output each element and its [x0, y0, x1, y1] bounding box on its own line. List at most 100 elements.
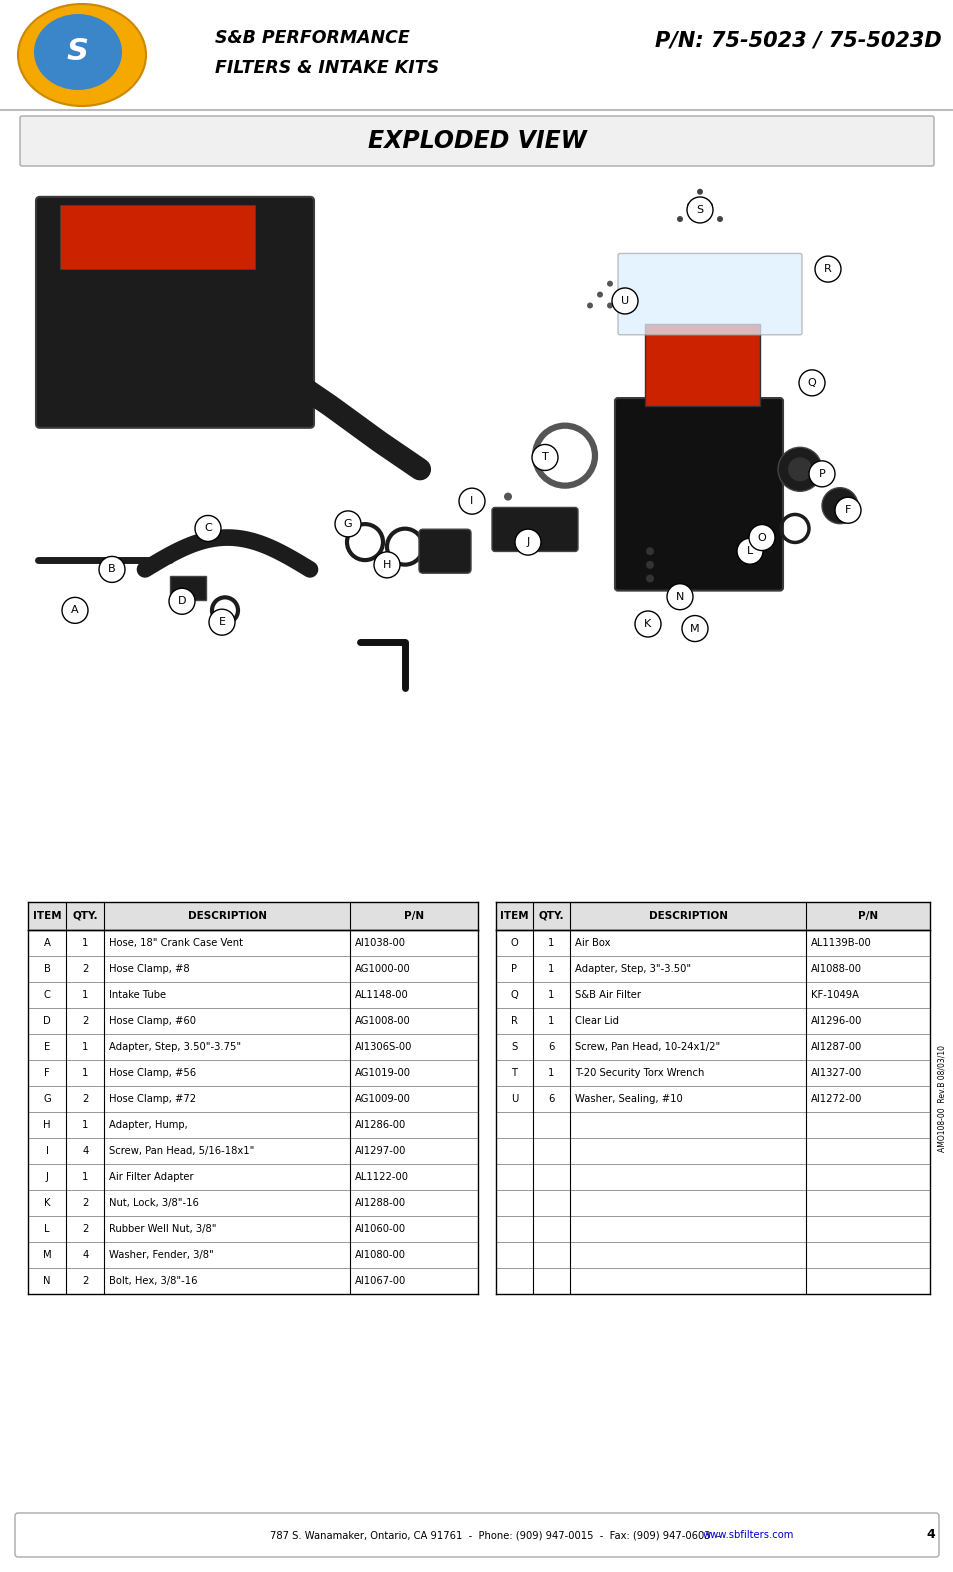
Text: DESCRIPTION: DESCRIPTION	[188, 912, 266, 921]
Text: 787 S. Wanamaker, Ontario, CA 91761  -  Phone: (909) 947-0015  -  Fax: (909) 947: 787 S. Wanamaker, Ontario, CA 91761 - Ph…	[270, 1530, 726, 1541]
Circle shape	[544, 435, 584, 476]
Circle shape	[645, 547, 654, 555]
Circle shape	[821, 487, 857, 523]
Text: Washer, Fender, 3/8": Washer, Fender, 3/8"	[110, 1250, 214, 1261]
Circle shape	[194, 516, 221, 541]
Text: AI1296-00: AI1296-00	[810, 1016, 862, 1027]
Text: M: M	[689, 624, 700, 634]
Text: Rubber Well Nut, 3/8": Rubber Well Nut, 3/8"	[110, 1225, 216, 1234]
Text: P/N: P/N	[403, 912, 423, 921]
Text: E: E	[218, 618, 225, 627]
Text: AI1287-00: AI1287-00	[810, 1042, 862, 1052]
Text: AMO108-00  Rev.B 08/03/10: AMO108-00 Rev.B 08/03/10	[937, 1044, 945, 1152]
Circle shape	[532, 445, 558, 470]
Text: AG1009-00: AG1009-00	[355, 1094, 410, 1104]
Text: C: C	[204, 523, 212, 533]
Text: www.sbfilters.com: www.sbfilters.com	[702, 1530, 794, 1541]
Text: AI1297-00: AI1297-00	[355, 1146, 406, 1155]
Circle shape	[706, 203, 712, 209]
FancyBboxPatch shape	[20, 116, 933, 167]
Text: AL1122-00: AL1122-00	[355, 1173, 408, 1182]
Text: J: J	[46, 1173, 49, 1182]
Text: K: K	[44, 1198, 51, 1207]
Bar	[496, 902, 929, 931]
Text: AI1088-00: AI1088-00	[810, 964, 862, 975]
Text: FILTERS & INTAKE KITS: FILTERS & INTAKE KITS	[214, 60, 438, 77]
Text: Washer, Sealing, #10: Washer, Sealing, #10	[574, 1094, 681, 1104]
Text: D: D	[43, 1016, 51, 1027]
Circle shape	[335, 511, 360, 538]
Circle shape	[808, 461, 834, 487]
Text: AI1288-00: AI1288-00	[355, 1198, 405, 1207]
Text: 1: 1	[82, 1119, 89, 1130]
Text: Bolt, Hex, 3/8"-16: Bolt, Hex, 3/8"-16	[110, 1276, 198, 1286]
Text: S&B PERFORMANCE: S&B PERFORMANCE	[214, 28, 410, 47]
Ellipse shape	[18, 5, 146, 105]
Text: T: T	[541, 453, 548, 462]
Circle shape	[169, 588, 194, 615]
Text: P/N: 75-5023 / 75-5023D: P/N: 75-5023 / 75-5023D	[655, 30, 941, 50]
Text: K: K	[643, 619, 651, 629]
Circle shape	[814, 256, 841, 281]
Text: Hose, 18" Crank Case Vent: Hose, 18" Crank Case Vent	[110, 938, 243, 948]
Circle shape	[216, 602, 233, 618]
Text: QTY.: QTY.	[72, 912, 98, 921]
Text: AI1286-00: AI1286-00	[355, 1119, 406, 1130]
Text: DESCRIPTION: DESCRIPTION	[648, 912, 727, 921]
Circle shape	[717, 215, 722, 222]
Text: F: F	[844, 505, 850, 516]
Text: 2: 2	[82, 1225, 89, 1234]
Text: Intake Tube: Intake Tube	[110, 990, 167, 1000]
Text: S: S	[67, 38, 89, 66]
Text: 1: 1	[548, 1067, 554, 1078]
Text: S: S	[511, 1042, 517, 1052]
Text: AI1080-00: AI1080-00	[355, 1250, 405, 1261]
Text: Nut, Lock, 3/8"-16: Nut, Lock, 3/8"-16	[110, 1198, 199, 1207]
Text: 4: 4	[925, 1528, 934, 1542]
Text: O: O	[757, 533, 765, 542]
Text: A: A	[71, 605, 79, 615]
Circle shape	[355, 531, 375, 552]
Text: 1: 1	[548, 1016, 554, 1027]
Circle shape	[606, 281, 613, 286]
Bar	[0, 170, 953, 898]
Text: N: N	[43, 1276, 51, 1286]
Text: S: S	[696, 204, 702, 215]
Text: T: T	[511, 1067, 517, 1078]
Text: I: I	[46, 1146, 49, 1155]
Text: 2: 2	[82, 1094, 89, 1104]
Circle shape	[374, 552, 399, 578]
Circle shape	[458, 489, 484, 514]
Bar	[28, 902, 477, 1294]
Text: AL1148-00: AL1148-00	[355, 990, 408, 1000]
Text: 2: 2	[82, 1016, 89, 1027]
Text: G: G	[343, 519, 352, 528]
Text: AG1008-00: AG1008-00	[355, 1016, 410, 1027]
Circle shape	[778, 448, 821, 492]
Circle shape	[645, 574, 654, 583]
Text: 2: 2	[82, 1276, 89, 1286]
Text: AI1067-00: AI1067-00	[355, 1276, 406, 1286]
Text: Hose Clamp, #60: Hose Clamp, #60	[110, 1016, 196, 1027]
Circle shape	[62, 597, 88, 624]
Text: Q: Q	[807, 377, 816, 388]
Text: S&B Air Filter: S&B Air Filter	[574, 990, 640, 1000]
Text: B: B	[44, 964, 51, 975]
Bar	[28, 902, 477, 931]
Text: 1: 1	[548, 990, 554, 1000]
Text: Adapter, Hump,: Adapter, Hump,	[110, 1119, 188, 1130]
Ellipse shape	[34, 14, 122, 90]
FancyBboxPatch shape	[36, 196, 314, 428]
Text: 1: 1	[82, 938, 89, 948]
Circle shape	[686, 196, 712, 223]
FancyBboxPatch shape	[615, 398, 782, 591]
Text: 1: 1	[82, 1042, 89, 1052]
Circle shape	[209, 610, 234, 635]
Text: M: M	[43, 1250, 51, 1261]
Text: Adapter, Step, 3.50"-3.75": Adapter, Step, 3.50"-3.75"	[110, 1042, 241, 1052]
FancyBboxPatch shape	[618, 253, 801, 335]
Text: AI1038-00: AI1038-00	[355, 938, 405, 948]
Text: I: I	[470, 497, 473, 506]
Text: 1: 1	[548, 938, 554, 948]
Text: Adapter, Step, 3"-3.50": Adapter, Step, 3"-3.50"	[574, 964, 690, 975]
